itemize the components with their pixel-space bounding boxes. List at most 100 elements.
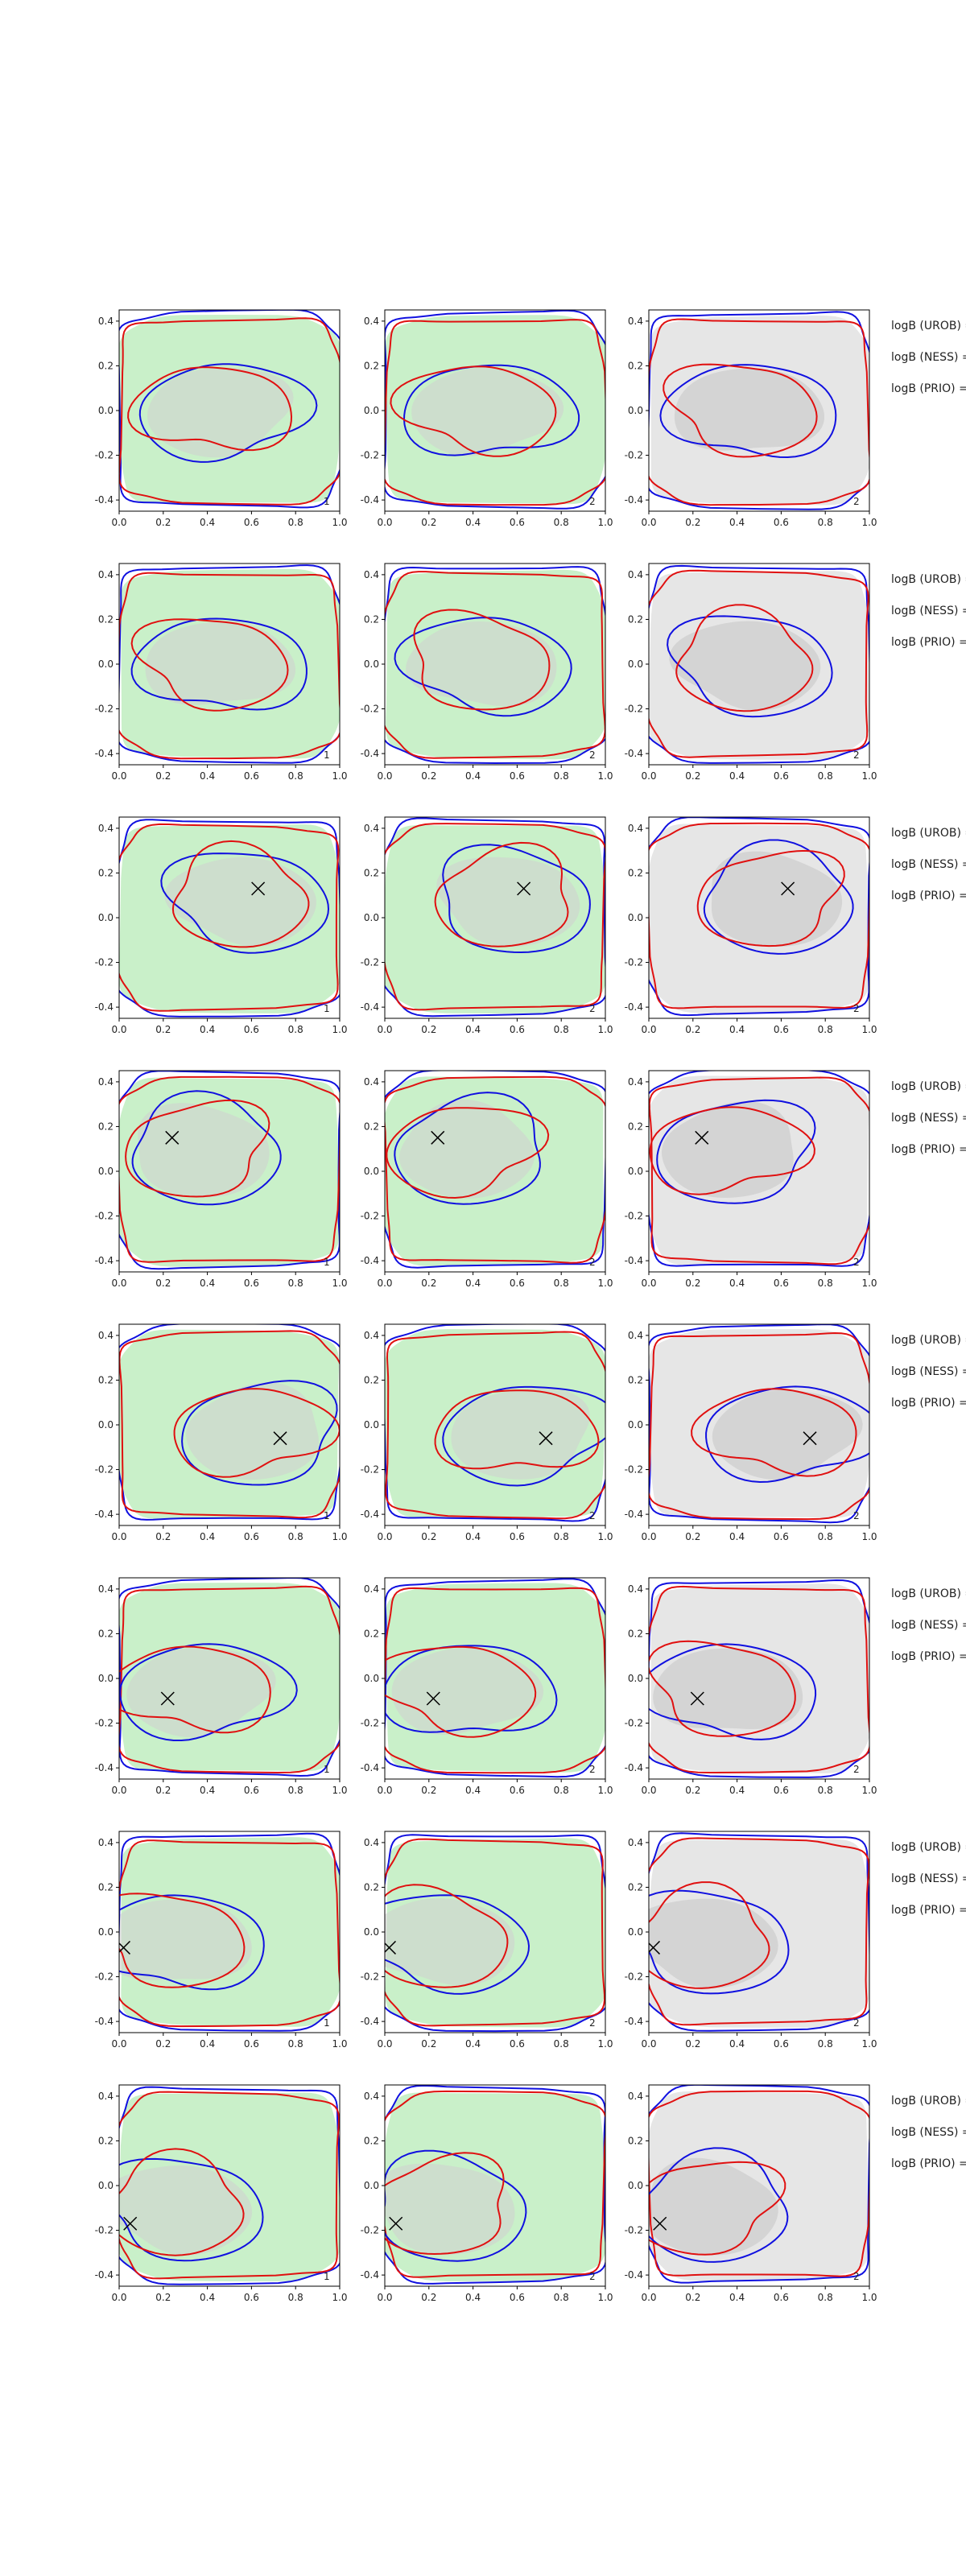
contour-panel: 0.4 0.2 0.0 -0.2 -0.4 0.0 0.2 0.4 0.6 0.8 1.01	[95, 2084, 348, 2303]
x-tick-label: 0.2	[685, 770, 700, 782]
logB-annotation: logB (UROB) =	[891, 827, 966, 840]
y-tick-label: 0.2	[364, 1628, 379, 1639]
contour-panel: 0.4 0.2 0.0 -0.2 -0.4 0.0 0.2 0.4 0.6 0.8 1.02	[361, 1070, 613, 1289]
row-annotation-group: logB (UROB) = logB (NESS) = logB (PRIO) =	[891, 1080, 966, 1156]
x-tick-label: 0.2	[155, 1278, 171, 1289]
y-tick-label: -0.2	[625, 2225, 643, 2236]
x-tick-label: 1.0	[597, 2038, 613, 2050]
panel-number-label: 2	[853, 1257, 860, 1268]
inner-density-region	[391, 1647, 544, 1735]
blue-outer-contour	[649, 564, 869, 764]
contour-panel: 0.4 0.2 0.0 -0.2 -0.4 0.0 0.2 0.4 0.6 0.8 1.02	[361, 2084, 613, 2303]
y-tick-label: 0.2	[98, 867, 114, 878]
red-outer-contour	[119, 1330, 340, 1519]
inner-density-region	[399, 1099, 535, 1199]
y-tick-label: 0.2	[628, 1121, 643, 1132]
x-tick-label: 0.2	[421, 1278, 436, 1289]
y-tick-label: 0.0	[628, 912, 643, 923]
x-tick-label: 0.8	[288, 517, 303, 528]
y-tick-label: 0.0	[98, 658, 114, 670]
y-tick-label: 0.2	[98, 1881, 114, 1893]
x-tick-label: 0.8	[818, 1785, 833, 1796]
panel-number-label: 2	[589, 496, 596, 507]
y-tick-label: -0.2	[95, 1464, 114, 1476]
contour-panel: 0.4 0.2 0.0 -0.2 -0.4 0.0 0.2 0.4 0.6 0.8 1.02	[625, 1831, 877, 2050]
figure-row: 0.40.20.0-0.2-0.40.0 0.2 0.4 0.6 0.8 1.010.40…	[95, 1323, 966, 1542]
x-tick-label: 0.6	[774, 1278, 789, 1289]
blue-outer-contour	[649, 1832, 869, 2032]
red-inner-contour	[649, 1881, 770, 1989]
blue-inner-contour	[703, 839, 854, 955]
x-tick-label: 0.2	[421, 517, 436, 528]
x-tick-label: 0.6	[510, 1024, 525, 1035]
y-tick-label: 0.0	[628, 1419, 643, 1430]
inner-density-region	[712, 1389, 863, 1480]
row-annotation-group: logB (UROB) = logB (NESS) = logB (PRIO) =	[891, 827, 966, 902]
x-tick-label: 0.8	[554, 2038, 569, 2050]
blue-inner-contour	[160, 852, 330, 954]
x-tick-label: 1.0	[861, 1278, 877, 1289]
logB-annotation: logB (UROB) =	[891, 573, 966, 586]
logB-annotation: logB (UROB) =	[891, 1080, 966, 1093]
y-tick-label: 0.2	[364, 613, 379, 625]
y-tick-label: 0.0	[364, 2180, 379, 2191]
x-tick-label: 0.8	[288, 1278, 303, 1289]
inner-density-region	[436, 857, 580, 947]
x-tick-label: 0.6	[774, 2038, 789, 2050]
x-tick-label: 0.6	[774, 2292, 789, 2303]
x-tick-label: 0.8	[554, 1024, 569, 1035]
x-tick-label: 0.0	[641, 1024, 656, 1035]
x-tick-label: 0.0	[377, 1785, 392, 1796]
x-tick-label: 0.0	[111, 2292, 126, 2303]
x-tick-label: 0.6	[774, 517, 789, 528]
red-inner-contour	[434, 841, 569, 947]
blue-outer-contour	[119, 819, 340, 1018]
inner-density-region	[406, 621, 557, 707]
red-inner-contour	[385, 1645, 537, 1738]
inner-density-region	[145, 621, 296, 705]
x-marker	[160, 1691, 175, 1706]
contour-panel: 0.4 0.2 0.0 -0.2 -0.4 0.0 0.2 0.4 0.6 0.8 1.02	[361, 816, 613, 1035]
inner-density-region	[649, 1898, 778, 1988]
x-tick-label: 0.2	[685, 2292, 700, 2303]
red-outer-contour	[119, 1075, 340, 1263]
y-tick-label: 0.2	[628, 613, 643, 625]
y-tick-label: 0.2	[98, 613, 114, 625]
y-tick-label: 0.2	[98, 360, 114, 371]
x-tick-label: 0.8	[554, 2292, 569, 2303]
x-tick-label: 1.0	[861, 2292, 877, 2303]
blue-inner-contour	[394, 617, 572, 717]
y-tick-label: 0.2	[628, 867, 643, 878]
blue-inner-contour	[656, 1099, 816, 1204]
blue-inner-contour	[119, 1894, 265, 1991]
x-tick-label: 0.8	[818, 1024, 833, 1035]
red-outer-contour	[385, 1075, 605, 1264]
x-marker	[123, 2216, 138, 2231]
red-inner-contour	[171, 840, 310, 948]
y-tick-label: 0.2	[628, 1628, 643, 1639]
y-tick-label: 0.4	[628, 1076, 643, 1088]
y-tick-label: 0.0	[364, 658, 379, 670]
panel-number-label: 2	[853, 1510, 860, 1521]
logB-annotation: logB (UROB) =	[891, 1587, 966, 1600]
panel-number-label: 1	[324, 749, 330, 761]
x-marker	[431, 1130, 445, 1145]
x-tick-label: 0.6	[510, 770, 525, 782]
red-inner-contour	[390, 365, 557, 457]
x-tick-label: 0.8	[818, 1278, 833, 1289]
y-tick-label: -0.4	[361, 1255, 379, 1266]
contour-panel: 0.4 0.2 0.0 -0.2 -0.4 0.0 0.2 0.4 0.6 0.8 1.02	[361, 1323, 613, 1542]
x-tick-label: 0.2	[155, 1531, 171, 1542]
x-tick-label: 0.2	[421, 2292, 436, 2303]
red-inner-contour	[675, 604, 814, 712]
blue-inner-contour	[119, 2157, 264, 2262]
y-tick-label: 0.4	[98, 1330, 114, 1341]
x-tick-label: 0.8	[554, 1278, 569, 1289]
figure-row: 0.40.20.0-0.2-0.40.0 0.2 0.4 0.6 0.8 1.010.40…	[95, 563, 966, 782]
blue-inner-contour	[119, 1643, 298, 1741]
blue-outer-contour	[119, 310, 340, 509]
x-marker	[273, 1431, 287, 1446]
logB-annotation: logB (UROB) =	[891, 320, 966, 332]
y-tick-label: -0.4	[95, 2269, 114, 2281]
